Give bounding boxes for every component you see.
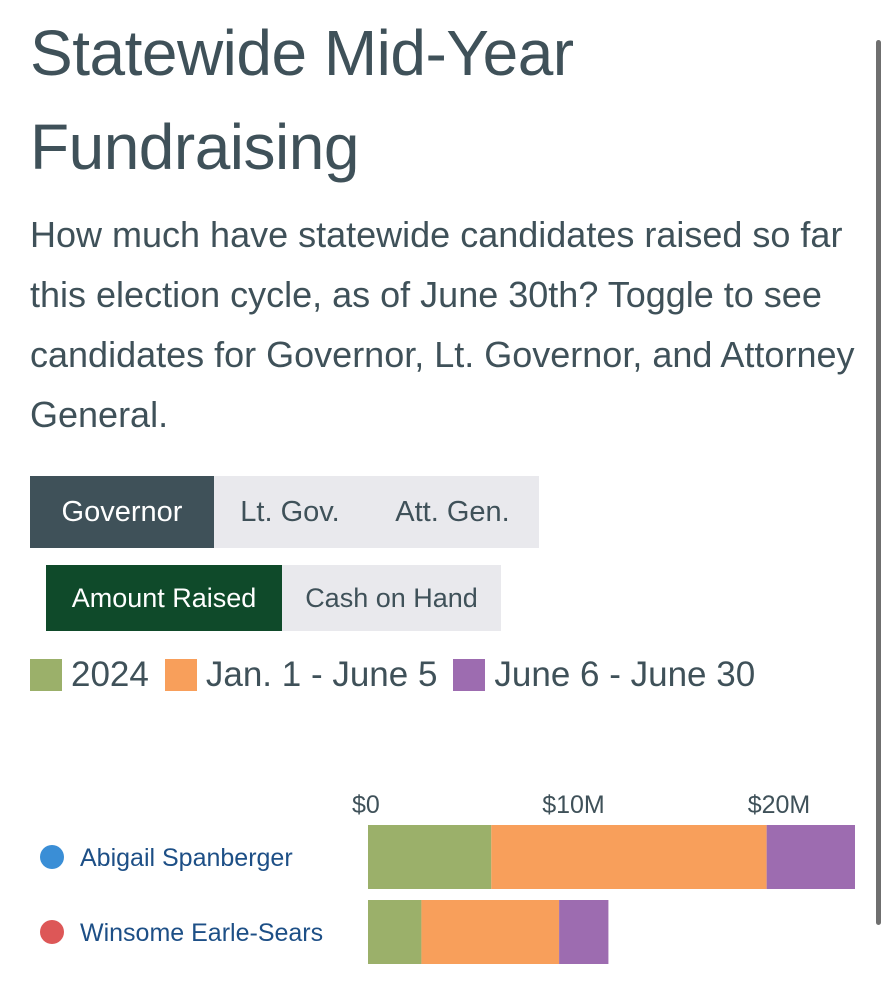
- page-title: Statewide Mid-Year Fundraising: [30, 17, 574, 183]
- legend-label-2024: 2024: [71, 655, 149, 694]
- bar-segment[interactable]: [421, 900, 560, 964]
- legend-item-june6-june30: June 6 - June 30: [453, 655, 755, 695]
- legend-swatch-jan-june5: [164, 659, 197, 691]
- x-tick-label: $0: [352, 791, 380, 819]
- legend-item-2024: 2024: [30, 655, 149, 695]
- bar-segment[interactable]: [368, 825, 492, 889]
- legend-item-jan-june5: Jan. 1 - June 5: [164, 655, 438, 695]
- bar-segment[interactable]: [368, 900, 422, 964]
- tab-cash-on-hand[interactable]: Cash on Hand: [305, 582, 478, 613]
- page-subtitle: How much have statewide candidates raise…: [30, 214, 855, 435]
- tab-governor[interactable]: Governor: [30, 476, 214, 548]
- tab-amount-raised[interactable]: Amount Raised: [46, 565, 282, 631]
- legend-swatch-june6-june30: [453, 659, 486, 691]
- legend-swatch-2024: [30, 659, 62, 691]
- party-dot: [40, 920, 64, 944]
- legend: 2024 Jan. 1 - June 5 June 6 - June 30: [30, 652, 771, 698]
- bar-segment[interactable]: [559, 900, 609, 964]
- candidate-label[interactable]: Winsome Earle-Sears: [80, 919, 323, 947]
- fundraising-bar-chart: $0 $10M $20M Abigail Spanberger Winsome Earl…: [40, 791, 855, 964]
- candidate-label[interactable]: Abigail Spanberger: [80, 844, 293, 872]
- x-tick-label: $20M: [748, 791, 811, 819]
- bar-segment[interactable]: [766, 825, 855, 889]
- metric-toggle: Amount Raised Cash on Hand: [46, 565, 501, 631]
- office-toggle: Governor Lt. Gov. Att. Gen.: [30, 476, 539, 548]
- legend-label-june6-june30: June 6 - June 30: [494, 655, 756, 694]
- bar-segment[interactable]: [491, 825, 767, 889]
- x-tick-label: $10M: [542, 791, 605, 819]
- party-dot: [40, 845, 64, 869]
- tab-att-gen[interactable]: Att. Gen.: [395, 495, 510, 528]
- scrollbar[interactable]: [876, 40, 881, 925]
- tab-lt-gov[interactable]: Lt. Gov.: [240, 495, 340, 528]
- legend-label-jan-june5: Jan. 1 - June 5: [205, 655, 438, 694]
